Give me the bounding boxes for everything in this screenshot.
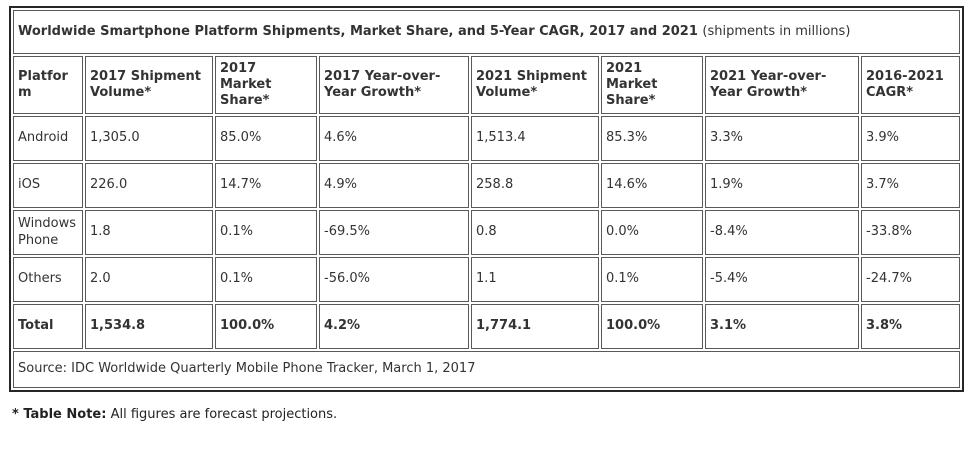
column-header: 2021 Year-over-Year Growth* — [705, 56, 859, 114]
value-cell: -33.8% — [861, 210, 961, 255]
column-header: 2017 Shipment Volume* — [85, 56, 213, 114]
table-note-label: * Table Note: — [12, 407, 107, 422]
value-cell: 14.6% — [601, 163, 703, 208]
platform-cell: iOS — [13, 163, 83, 208]
table-row: iOS 226.0 14.7% 4.9% 258.8 14.6% 1.9% 3.7% — [13, 163, 961, 208]
value-cell: 4.6% — [319, 116, 469, 161]
table-row: Windows Phone 1.8 0.1% -69.5% 0.8 0.0% -8.4% -3… — [13, 210, 961, 255]
value-cell: 1.1 — [471, 257, 599, 302]
platform-cell: Windows Phone — [13, 210, 83, 255]
value-cell: -5.4% — [705, 257, 859, 302]
table-row: Android 1,305.0 85.0% 4.6% 1,513.4 85.3% 3.3% 3… — [13, 116, 961, 161]
platform-cell: Total — [13, 304, 83, 349]
value-cell: 1,513.4 — [471, 116, 599, 161]
value-cell: -56.0% — [319, 257, 469, 302]
table-note: * Table Note: All figures are forecast p… — [12, 407, 974, 422]
source-row: Source: IDC Worldwide Quarterly Mobile P… — [13, 351, 961, 388]
column-header: 2017 Year-over-Year Growth* — [319, 56, 469, 114]
value-cell: 85.0% — [215, 116, 317, 161]
value-cell: 4.2% — [319, 304, 469, 349]
value-cell: 100.0% — [601, 304, 703, 349]
column-header: 2016-2021 CAGR* — [861, 56, 961, 114]
platform-cell: Android — [13, 116, 83, 161]
value-cell: 3.3% — [705, 116, 859, 161]
value-cell: 0.0% — [601, 210, 703, 255]
value-cell: 1.8 — [85, 210, 213, 255]
value-cell: 4.9% — [319, 163, 469, 208]
table-title-text: Worldwide Smartphone Platform Shipments,… — [18, 23, 698, 39]
value-cell: -69.5% — [319, 210, 469, 255]
value-cell: 3.9% — [861, 116, 961, 161]
header-row: Platform 2017 Shipment Volume* 2017 Market… — [13, 56, 961, 114]
shipments-table: Worldwide Smartphone Platform Shipments,… — [9, 6, 965, 392]
value-cell: 1,774.1 — [471, 304, 599, 349]
platform-cell: Others — [13, 257, 83, 302]
column-header: Platform — [13, 56, 83, 114]
value-cell: -24.7% — [861, 257, 961, 302]
column-header: 2017 Market Share* — [215, 56, 317, 114]
value-cell: 3.8% — [861, 304, 961, 349]
value-cell: 0.8 — [471, 210, 599, 255]
value-cell: -8.4% — [705, 210, 859, 255]
source-cell: Source: IDC Worldwide Quarterly Mobile P… — [13, 351, 961, 388]
table-row: Others 2.0 0.1% -56.0% 1.1 0.1% -5.4% -24.7% — [13, 257, 961, 302]
value-cell: 1,534.8 — [85, 304, 213, 349]
value-cell: 258.8 — [471, 163, 599, 208]
value-cell: 226.0 — [85, 163, 213, 208]
column-header: 2021 Shipment Volume* — [471, 56, 599, 114]
value-cell: 1.9% — [705, 163, 859, 208]
table-subtitle: (shipments in millions) — [702, 23, 851, 39]
value-cell: 100.0% — [215, 304, 317, 349]
value-cell: 3.1% — [705, 304, 859, 349]
table-note-text: All figures are forecast projections. — [110, 407, 338, 422]
value-cell: 1,305.0 — [85, 116, 213, 161]
value-cell: 0.1% — [215, 257, 317, 302]
value-cell: 14.7% — [215, 163, 317, 208]
title-row: Worldwide Smartphone Platform Shipments,… — [13, 10, 961, 54]
total-row: Total 1,534.8 100.0% 4.2% 1,774.1 100.0% 3.1% 3… — [13, 304, 961, 349]
value-cell: 0.1% — [601, 257, 703, 302]
value-cell: 85.3% — [601, 116, 703, 161]
value-cell: 3.7% — [861, 163, 961, 208]
value-cell: 2.0 — [85, 257, 213, 302]
table-title: Worldwide Smartphone Platform Shipments,… — [13, 10, 961, 54]
value-cell: 0.1% — [215, 210, 317, 255]
column-header: 2021 Market Share* — [601, 56, 703, 114]
